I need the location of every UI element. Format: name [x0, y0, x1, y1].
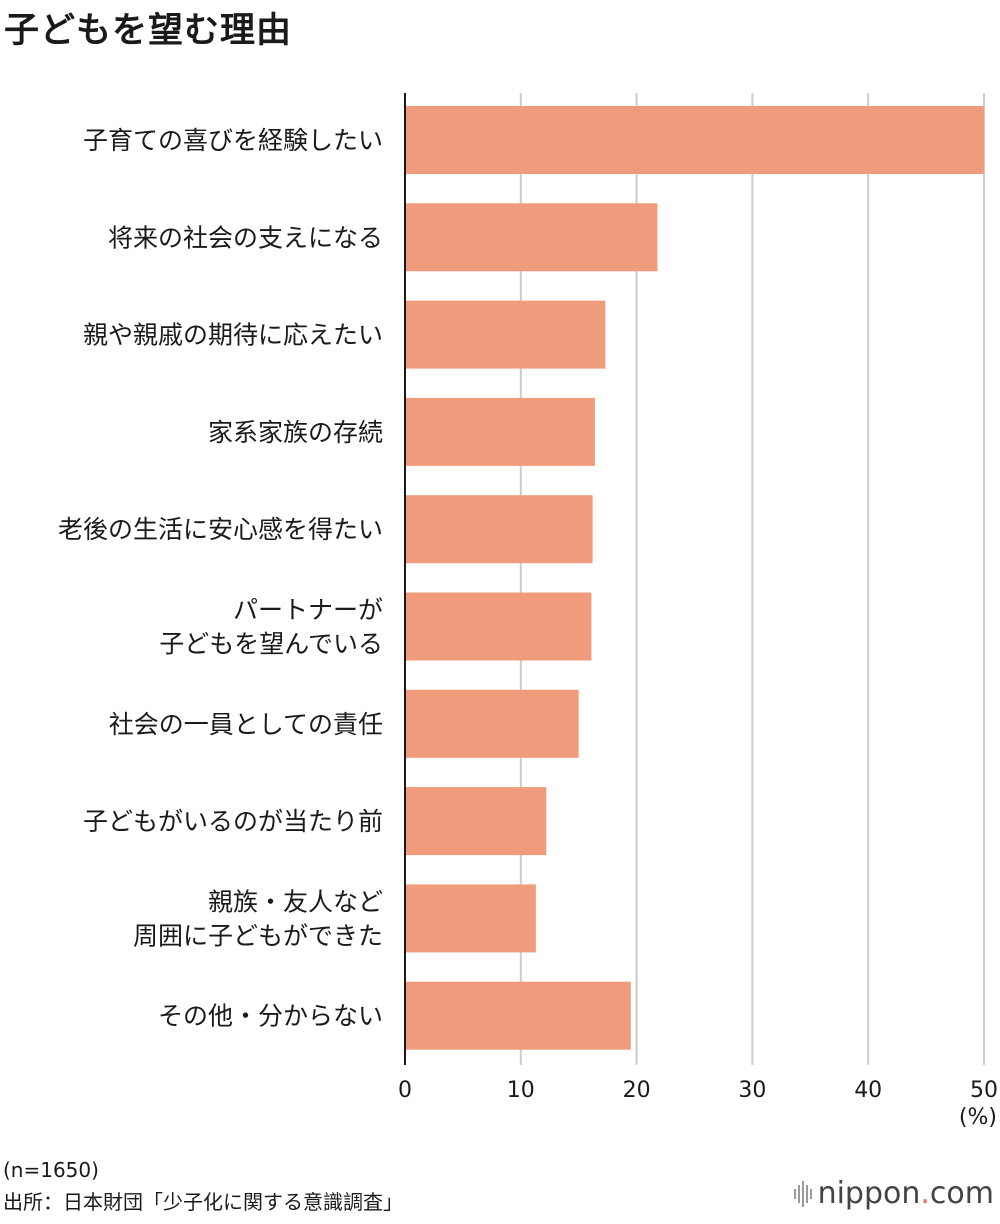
bar	[405, 689, 579, 758]
category-label: 親や親戚の期待に応えたい	[83, 321, 383, 350]
category-labels: 子育ての喜びを経験したい将来の社会の支えになる親や親戚の期待に応えたい家系家族の…	[58, 126, 383, 1031]
bar	[405, 787, 547, 856]
category-label: 老後の生活に安心感を得たい	[58, 515, 383, 544]
x-tick-label: 0	[398, 1078, 412, 1103]
x-tick-label: 20	[623, 1078, 651, 1103]
bar	[405, 884, 536, 953]
x-tick-label: 40	[854, 1078, 882, 1103]
chart-title: 子どもを望む理由	[4, 11, 293, 51]
bar	[405, 592, 592, 661]
bar	[405, 300, 606, 369]
source-note: 出所：日本財団「少子化に関する意識調査」	[3, 1190, 403, 1214]
category-label: 子育ての喜びを経験したい	[83, 126, 383, 155]
x-tick-label: 50	[970, 1078, 998, 1103]
unit-label: (%)	[958, 1105, 997, 1130]
bar	[405, 397, 595, 466]
bar-chart: 子育ての喜びを経験したい将来の社会の支えになる親や親戚の期待に応えたい家系家族の…	[58, 93, 998, 1103]
category-label: 親族・友人など周囲に子どもができた	[133, 887, 383, 950]
category-label: 子どもがいるのが当たり前	[83, 807, 383, 836]
bar	[405, 981, 631, 1050]
brand-logo: nippon.com	[793, 1176, 994, 1211]
bar	[405, 495, 593, 564]
bar	[405, 106, 984, 174]
sample-size-note: (n=1650)	[3, 1158, 99, 1182]
brand-dot: .	[920, 1176, 930, 1211]
category-label: パートナーが子どもを望んでいる	[159, 596, 383, 659]
x-tick-label: 30	[738, 1078, 766, 1103]
category-label: 将来の社会の支えになる	[108, 223, 383, 252]
brand-tld: com	[929, 1176, 994, 1211]
brand-name: nippon	[817, 1176, 921, 1211]
category-label: 社会の一員としての責任	[109, 710, 383, 739]
x-tick-label: 10	[507, 1078, 535, 1103]
bars	[405, 106, 984, 1050]
category-label: その他・分からない	[158, 1002, 383, 1031]
bar	[405, 203, 658, 272]
x-tick-labels: 0 10 20 30 40 50	[398, 1078, 998, 1103]
category-label: 家系家族の存続	[208, 418, 383, 447]
sound-bars-icon	[793, 1180, 812, 1207]
